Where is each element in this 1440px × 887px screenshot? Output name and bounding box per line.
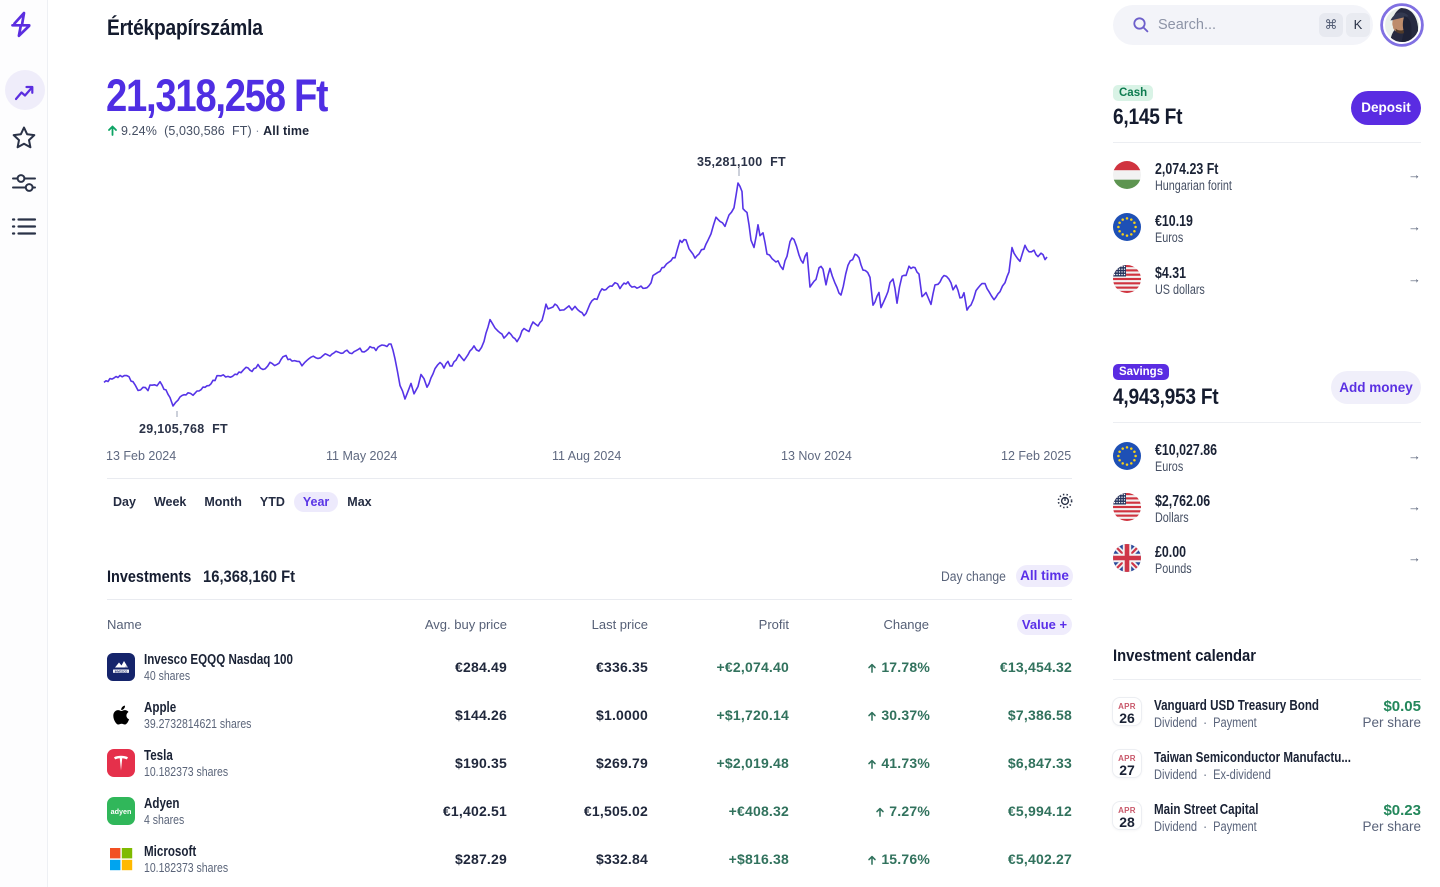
svg-text:adyen: adyen (111, 807, 132, 816)
svg-text:INVESCO: INVESCO (115, 669, 128, 673)
